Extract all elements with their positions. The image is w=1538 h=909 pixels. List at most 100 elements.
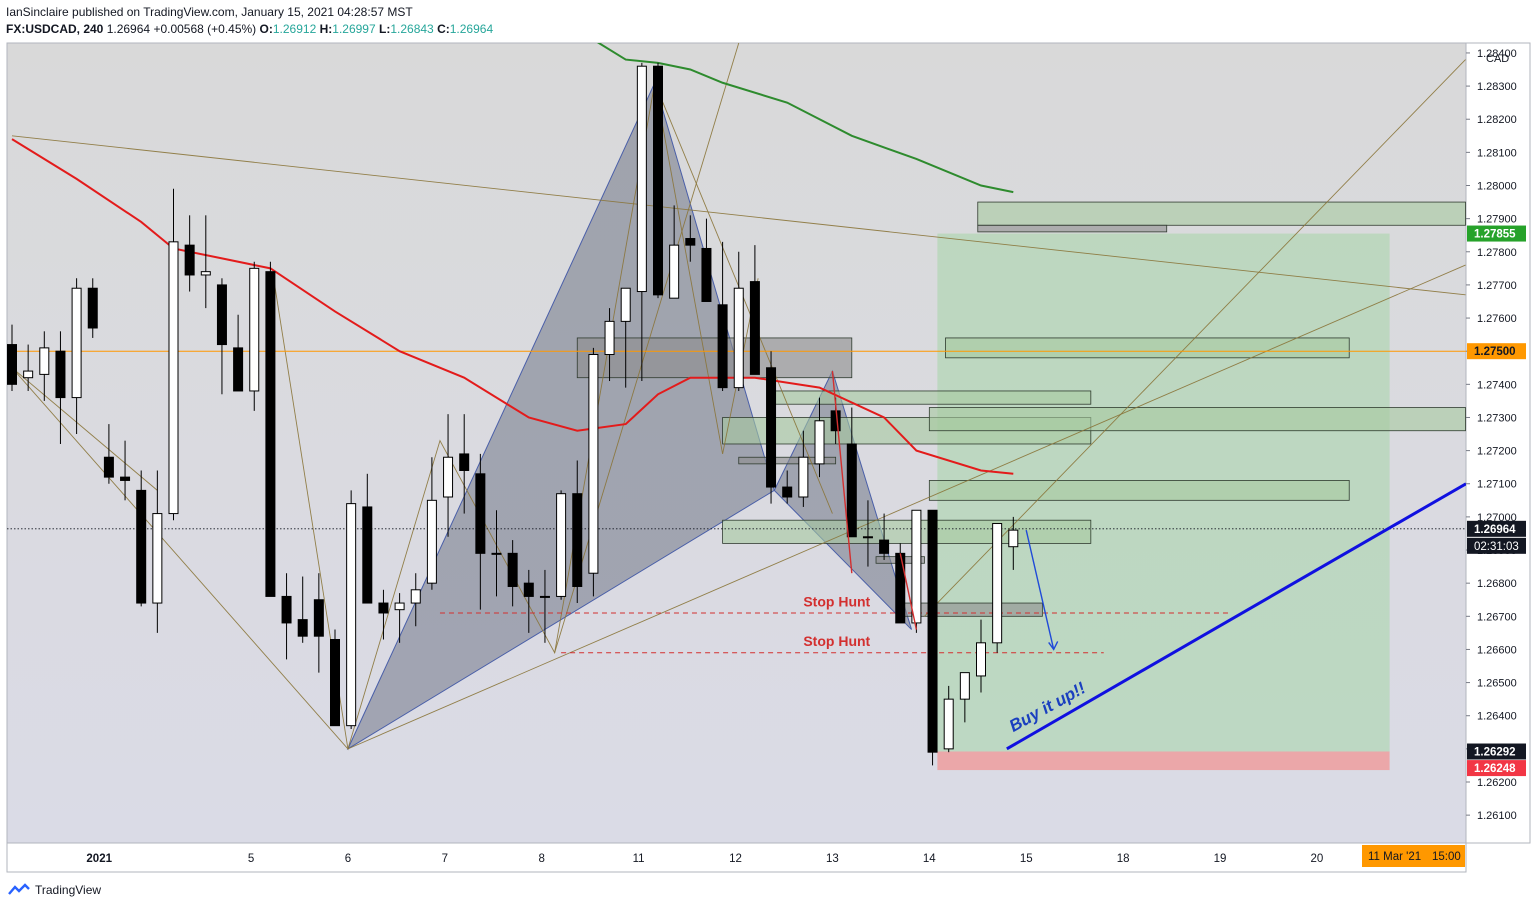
candle-body [330,639,340,727]
candle-body [701,247,712,302]
candle [717,241,728,391]
time-tick-label: 15 [1020,853,1033,865]
symbol-label[interactable]: FX:USDCAD, 240 [6,22,104,36]
price-tick-label: 1.26200 [1477,777,1517,789]
future-time-label: 15:00 [1432,851,1461,863]
candle-body [636,65,647,293]
price-tick-label: 1.26600 [1477,644,1517,656]
price-tick-label: 1.28400 [1477,48,1517,60]
trend-line-1 [11,82,759,751]
candle [782,470,793,504]
candle-body [103,456,114,478]
candle [87,278,98,338]
candle [249,261,260,411]
price-tick-label: 1.27100 [1477,479,1517,491]
price-tick-label: 1.27400 [1477,379,1517,391]
time-tick-label: 8 [539,853,545,865]
candle-body [862,536,873,539]
candle-body [653,65,663,296]
candle [55,331,66,444]
low-value: 1.26843 [390,22,434,36]
candle-body [249,267,260,392]
candle [394,593,405,643]
high-value: 1.26997 [332,22,376,36]
price-tick-label: 1.27700 [1477,280,1517,292]
candle [475,453,486,610]
candle [798,430,809,507]
candle [523,569,534,633]
candle [459,414,470,514]
future-date-badge-bg [1362,845,1465,867]
future-date-label: 11 Mar '21 [1368,851,1421,863]
price-tick-label: 1.27600 [1477,313,1517,325]
candle [330,629,340,727]
candle [959,672,970,723]
target-price-badge-bg [1467,225,1526,242]
trend-line-2 [11,367,158,491]
candle-body [23,370,34,379]
candle-body [992,523,1003,644]
candle [943,685,954,753]
time-tick-label: 6 [345,853,351,865]
candle-body [507,552,518,587]
zone-box-10 [899,602,1043,617]
candle-body [346,503,357,727]
candle [103,424,114,484]
candle-body [184,244,195,276]
candle [814,397,825,478]
footer: TradingView [8,880,101,900]
candle [233,314,244,392]
last-value: 1.26964 [106,22,151,36]
price-tick-label: 1.28000 [1477,180,1517,192]
footer-brand[interactable]: TradingView [35,883,102,897]
candle [410,573,421,627]
zone-box-6 [928,480,1350,501]
time-tick-label: 18 [1117,853,1130,865]
candle [685,215,696,262]
candle-body [879,539,890,554]
time-tick-label: 11 [633,853,645,865]
candle-body [233,347,244,392]
candle [669,205,680,299]
open-value: 1.26912 [272,22,317,36]
candle-body [895,552,906,624]
candle-body [459,453,470,471]
candle-body [410,589,421,604]
time-tick-label: 12 [729,853,742,865]
candle [491,510,502,597]
candle [426,457,437,590]
candle-body [200,271,211,276]
change-value: +0.00568 (+0.45%) [153,22,257,36]
candle [313,573,324,673]
candle [572,460,583,604]
price-tick-label: 1.26100 [1477,810,1517,822]
candle-body [1008,529,1019,548]
candle-body [136,489,147,604]
candle [152,470,163,633]
price-axis [1465,42,1531,844]
candle-body [798,456,809,498]
stop-hunt-label-1: Stop Hunt [803,593,870,609]
candle [976,619,986,693]
candle-body [733,287,744,389]
price-tick-label: 1.26500 [1477,678,1517,690]
zone-box-8 [977,201,1466,226]
time-tick-label: 7 [442,853,448,865]
plot-frame [6,42,1467,844]
candle [281,573,292,660]
candle-body [394,602,405,611]
candle [378,589,389,640]
tradingview-logo-icon[interactable] [8,883,30,897]
candle [184,215,195,292]
candle [443,414,454,537]
candle-body [943,698,954,750]
candle [23,344,34,391]
low-label: L: [379,22,391,36]
projection-arrow-head [1048,641,1059,651]
candle-body [443,456,454,498]
candle-body [976,642,986,677]
time-axis [6,842,1467,873]
stop-price-badge: 1.26248 [1474,763,1516,775]
candle [911,509,922,633]
